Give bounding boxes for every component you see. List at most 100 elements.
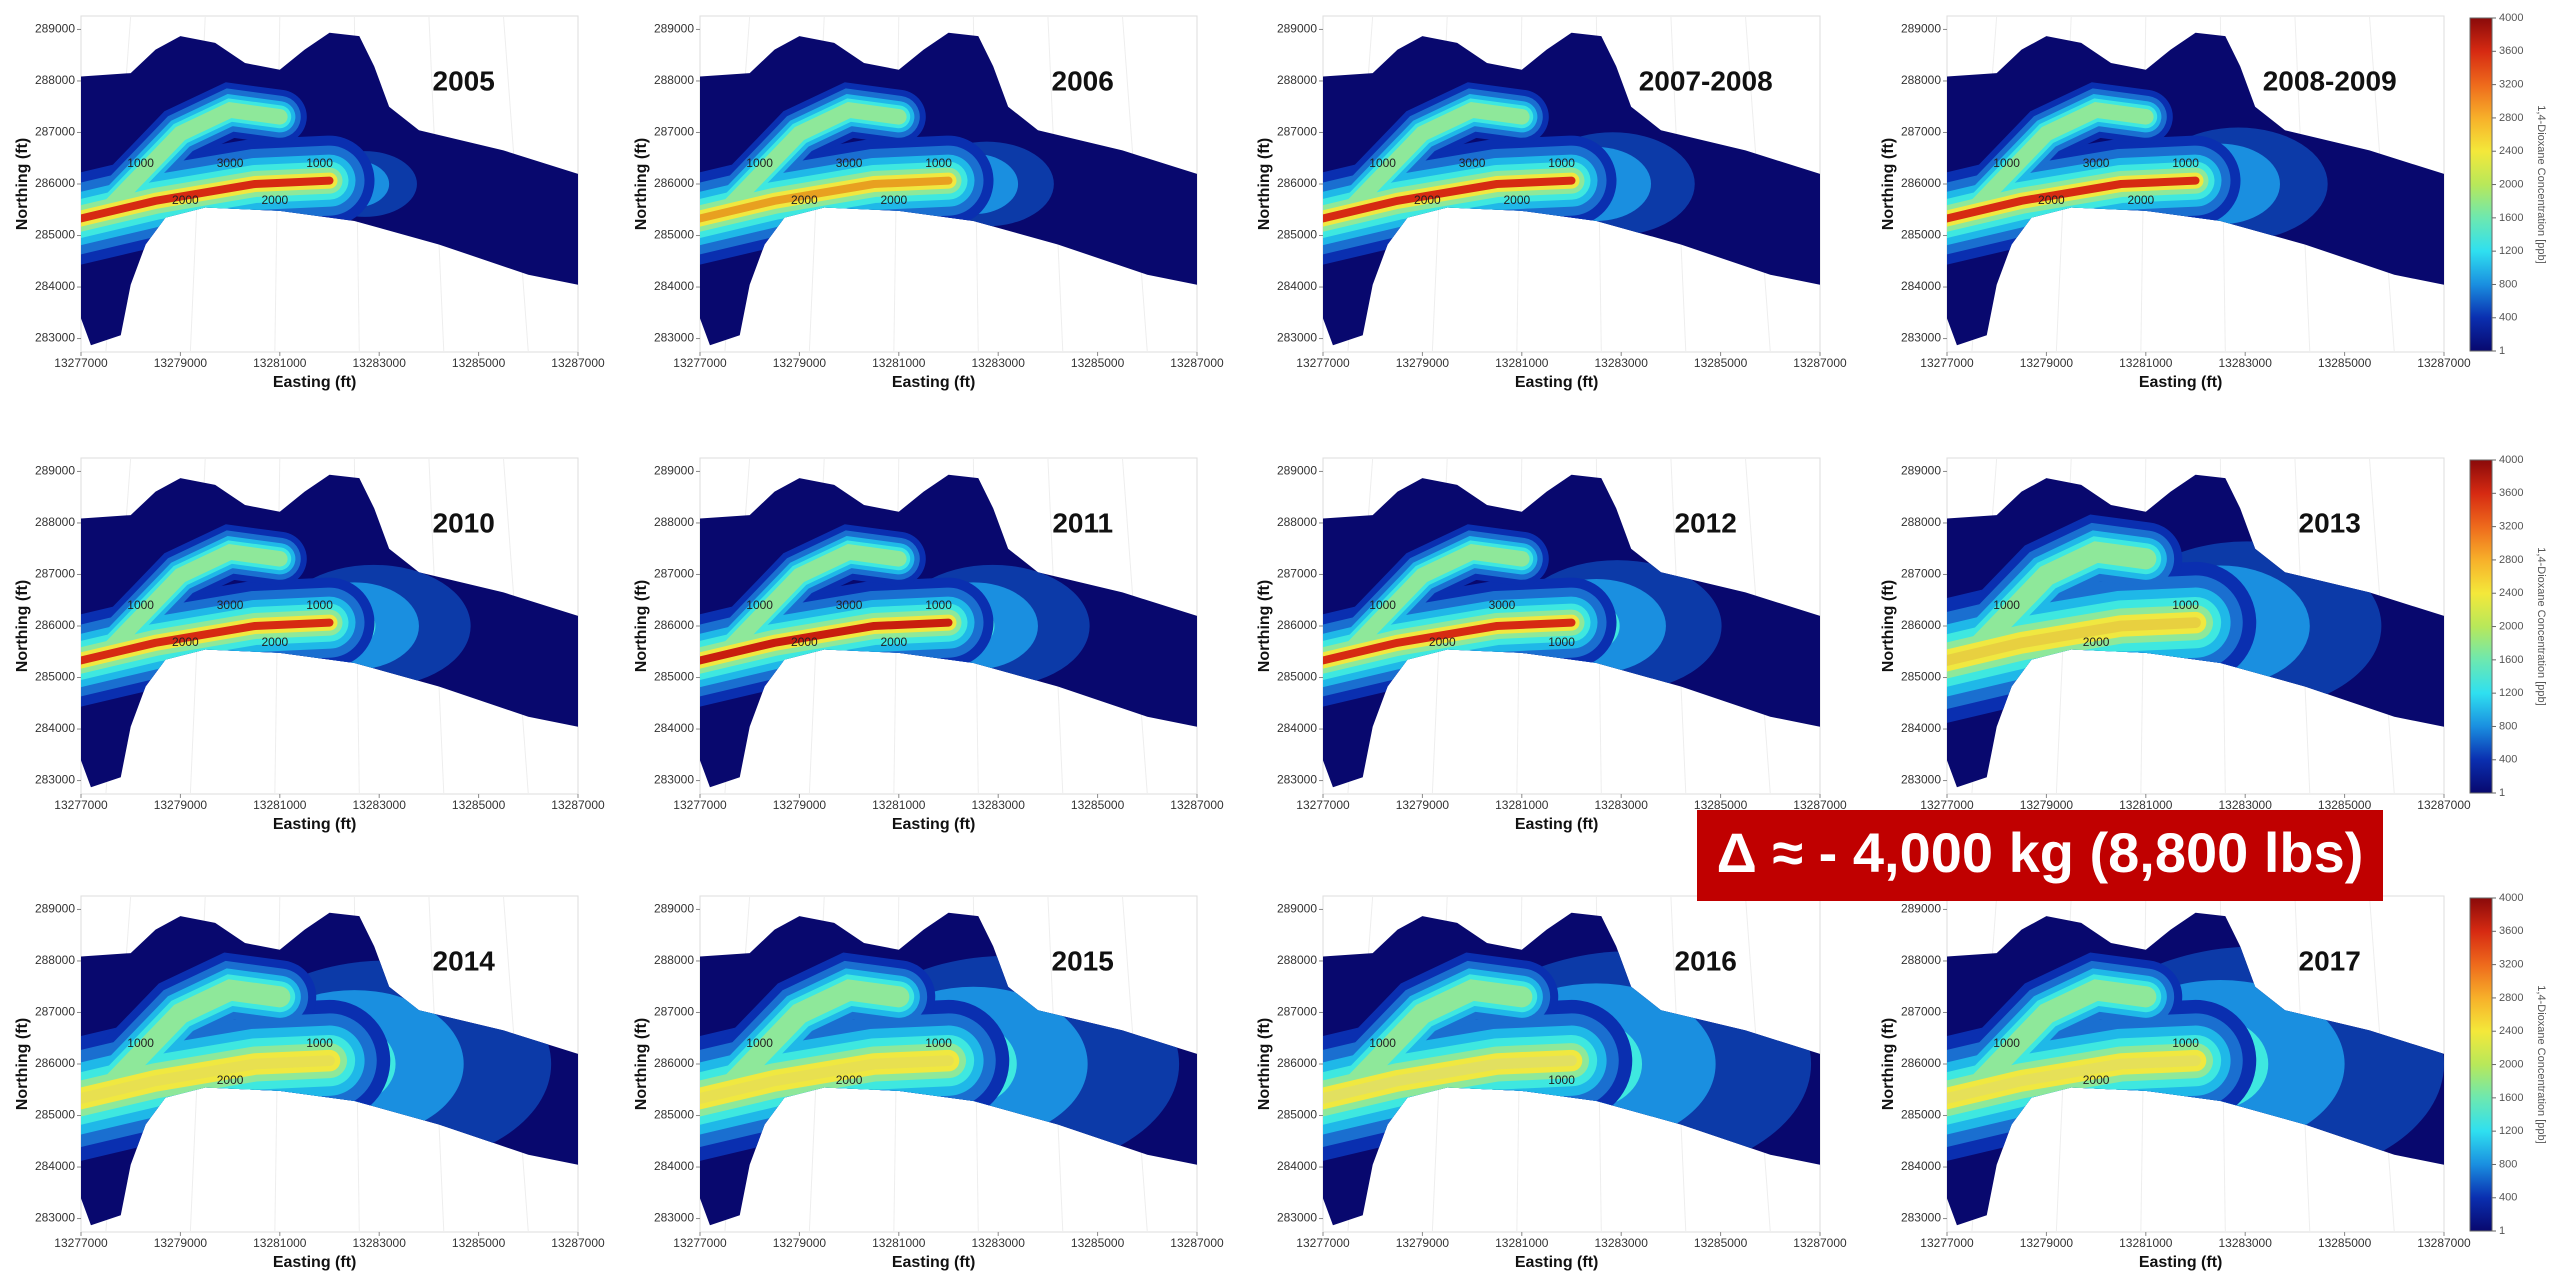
y-tick-label: 287000 <box>35 567 75 581</box>
y-tick-label: 284000 <box>35 721 75 735</box>
y-tick-label: 287000 <box>1901 1005 1941 1019</box>
y-tick-label: 283000 <box>1277 773 1317 787</box>
colorbar <box>2470 18 2492 351</box>
y-tick-label: 289000 <box>1901 902 1941 916</box>
colorbar-tick-label: 1200 <box>2499 687 2523 699</box>
contour-label: 3000 <box>836 156 863 170</box>
y-tick-label: 289000 <box>1277 22 1317 36</box>
y-tick-label: 283000 <box>1277 1211 1317 1225</box>
x-tick-label: 13287000 <box>551 1236 605 1250</box>
x-tick-label: 13279000 <box>2020 356 2074 370</box>
colorbar-tick-label: 2400 <box>2499 1025 2523 1037</box>
contour-label: 1000 <box>925 598 952 612</box>
y-axis-title: Northing (ft) <box>1880 1018 1897 1110</box>
y-tick-label: 284000 <box>1277 721 1317 735</box>
contour-label: 2000 <box>836 1073 863 1087</box>
x-tick-label: 13279000 <box>2020 1236 2074 1250</box>
y-tick-label: 287000 <box>1901 567 1941 581</box>
y-tick-label: 289000 <box>1901 22 1941 36</box>
x-tick-label: 13287000 <box>2417 356 2471 370</box>
panel-title: 2008-2009 <box>2263 66 2397 97</box>
y-axis-title: Northing (ft) <box>1880 580 1897 672</box>
y-tick-label: 287000 <box>35 1005 75 1019</box>
y-tick-label: 285000 <box>1901 228 1941 242</box>
y-tick-label: 284000 <box>654 721 694 735</box>
contour-label: 1000 <box>746 598 773 612</box>
x-axis-title: Easting (ft) <box>892 816 976 833</box>
y-tick-label: 286000 <box>1901 1056 1941 1070</box>
y-tick-label: 285000 <box>35 228 75 242</box>
colorbar-tick-label: 2800 <box>2499 112 2523 124</box>
y-tick-label: 288000 <box>1901 515 1941 529</box>
x-tick-label: 13279000 <box>773 798 827 812</box>
contour-label: 3000 <box>2083 156 2110 170</box>
y-tick-label: 286000 <box>1901 176 1941 190</box>
y-tick-label: 286000 <box>35 1056 75 1070</box>
x-tick-label: 13283000 <box>972 798 1026 812</box>
colorbar-tick-label: 3600 <box>2499 925 2523 937</box>
y-tick-label: 289000 <box>654 22 694 36</box>
x-tick-label: 13279000 <box>154 356 208 370</box>
colorbar-tick-label: 3600 <box>2499 487 2523 499</box>
x-tick-label: 13283000 <box>353 356 407 370</box>
contour-label: 1000 <box>306 598 333 612</box>
colorbar-tick-label: 2800 <box>2499 554 2523 566</box>
contour-label: 1000 <box>1993 1036 2020 1050</box>
y-tick-label: 287000 <box>1277 125 1317 139</box>
contour-label: 2000 <box>217 1073 244 1087</box>
y-tick-label: 283000 <box>1901 773 1941 787</box>
y-tick-label: 288000 <box>1277 73 1317 87</box>
panel-title: 2016 <box>1675 946 1737 977</box>
colorbar-tick-label: 1 <box>2499 1225 2505 1237</box>
x-tick-label: 13285000 <box>1694 1236 1748 1250</box>
contour-label: 1000 <box>306 1036 333 1050</box>
contour-label: 1000 <box>746 156 773 170</box>
x-tick-label: 13287000 <box>1170 798 1224 812</box>
panel-title: 2017 <box>2299 946 2361 977</box>
y-tick-label: 283000 <box>654 331 694 345</box>
contour-label: 2000 <box>1429 635 1456 649</box>
y-tick-label: 288000 <box>654 515 694 529</box>
y-tick-label: 283000 <box>35 331 75 345</box>
contour-label: 2000 <box>172 193 199 207</box>
x-tick-label: 13285000 <box>452 798 506 812</box>
x-tick-label: 13287000 <box>2417 1236 2471 1250</box>
y-axis-title: Northing (ft) <box>1256 1018 1273 1110</box>
contour-label: 1000 <box>1548 635 1575 649</box>
y-tick-label: 288000 <box>1277 953 1317 967</box>
colorbar-tick-label: 800 <box>2499 278 2517 290</box>
y-tick-label: 283000 <box>1901 331 1941 345</box>
panel-title: 2010 <box>433 508 495 539</box>
contour-label: 2000 <box>1503 193 1530 207</box>
x-tick-label: 13287000 <box>1170 356 1224 370</box>
y-tick-label: 285000 <box>35 670 75 684</box>
y-tick-label: 285000 <box>654 1108 694 1122</box>
panel-title: 2011 <box>1052 508 1113 539</box>
colorbar-label: 1,4-Dioxane Concentration [ppb] <box>2535 547 2547 705</box>
y-tick-label: 285000 <box>1901 670 1941 684</box>
y-tick-label: 287000 <box>654 567 694 581</box>
x-tick-label: 13287000 <box>1793 1236 1847 1250</box>
y-axis-title: Northing (ft) <box>14 1018 31 1110</box>
contour-label: 1000 <box>1993 156 2020 170</box>
contour-label: 1000 <box>1993 598 2020 612</box>
x-axis-title: Easting (ft) <box>892 374 976 391</box>
x-tick-label: 13279000 <box>1396 1236 1450 1250</box>
y-axis-title: Northing (ft) <box>1256 138 1273 230</box>
y-axis-title: Northing (ft) <box>14 580 31 672</box>
y-tick-label: 286000 <box>654 618 694 632</box>
x-tick-label: 13277000 <box>1920 1236 1974 1250</box>
x-tick-label: 13281000 <box>253 356 307 370</box>
contour-label: 1000 <box>127 156 154 170</box>
colorbar <box>2470 898 2492 1231</box>
y-tick-label: 289000 <box>1277 464 1317 478</box>
y-tick-label: 285000 <box>1277 670 1317 684</box>
x-tick-label: 13287000 <box>1170 1236 1224 1250</box>
y-axis-title: Northing (ft) <box>633 580 650 672</box>
colorbar-tick-label: 4000 <box>2499 12 2523 24</box>
y-tick-label: 283000 <box>1901 1211 1941 1225</box>
colorbar-tick-label: 3600 <box>2499 45 2523 57</box>
colorbar-tick-label: 3200 <box>2499 959 2523 971</box>
contour-label: 1000 <box>1369 598 1396 612</box>
x-tick-label: 13277000 <box>54 798 108 812</box>
